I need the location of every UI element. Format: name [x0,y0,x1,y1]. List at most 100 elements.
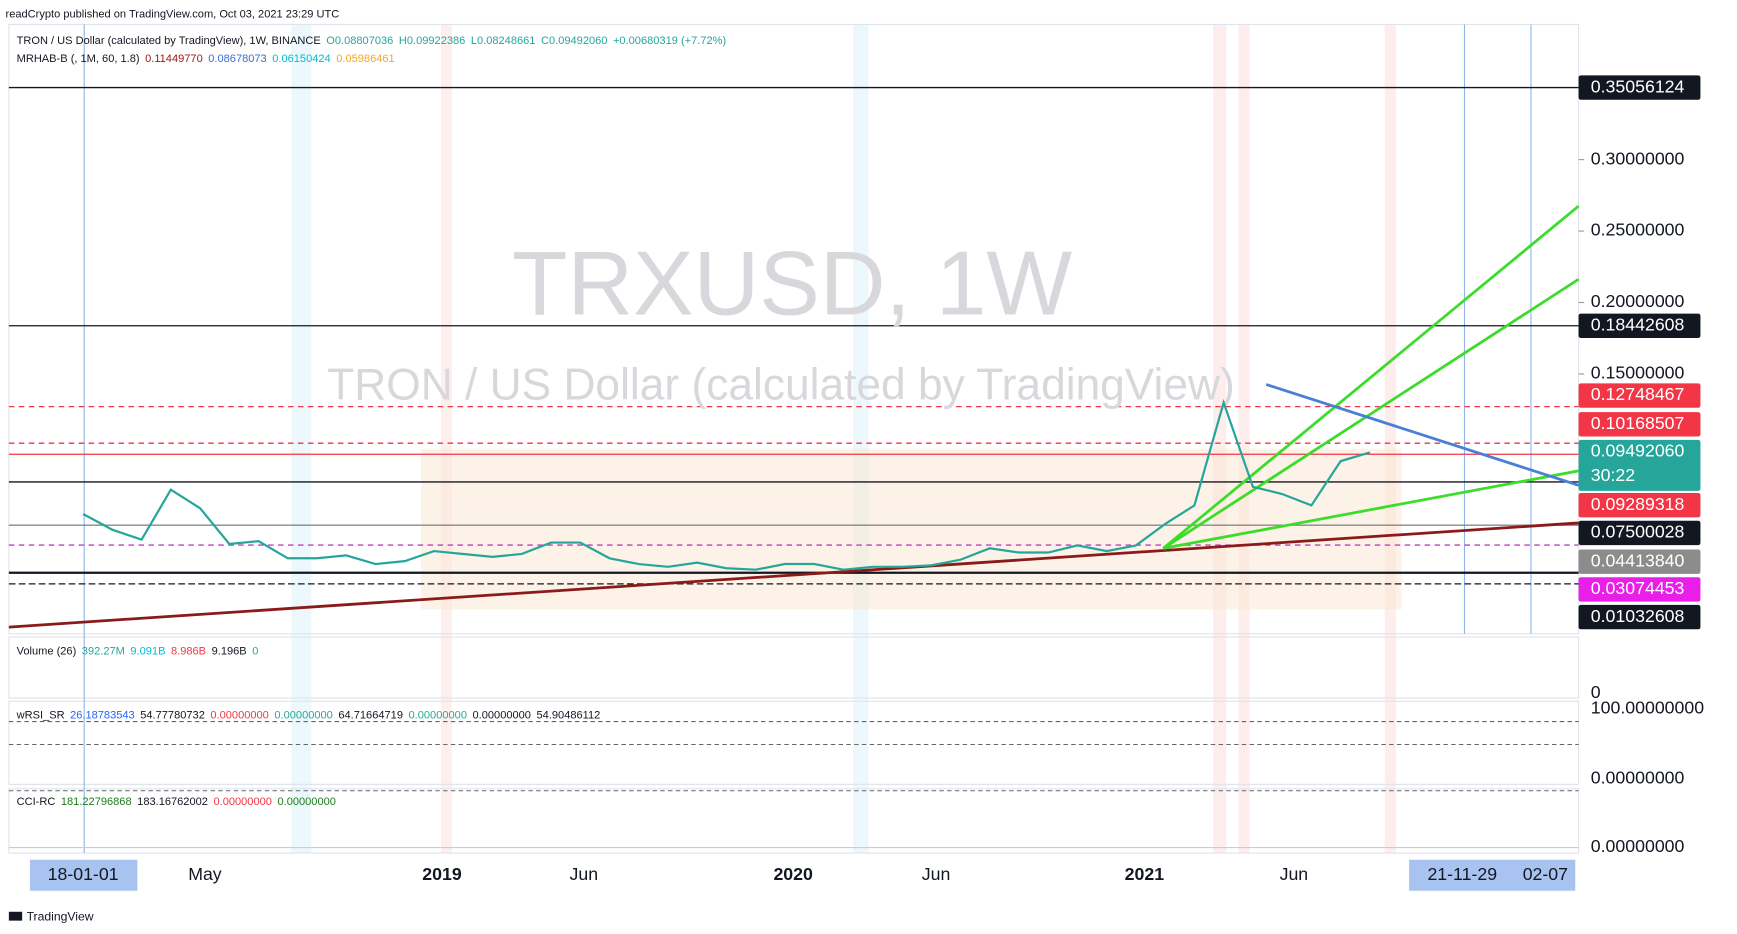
wrsi-pane [8,700,1580,785]
legend-item: 0.00000000 [409,710,467,722]
legend-item: 64.71664719 [338,710,403,722]
price-tag [1578,412,1701,437]
legend-item: C0.09492060 [541,35,607,47]
legend-item: MRHAB-B (, 1M, 60, 1.8) [17,53,140,65]
time-label: 2020 [773,864,813,884]
price-tag [1578,313,1701,338]
price-tag-label: 0.07500028 [1591,522,1685,542]
time-label: May [188,864,222,884]
watermark-symbol: TRXUSD, 1W [512,233,1072,334]
price-tag [1578,604,1701,630]
stripe [1384,24,1396,854]
price-tag [1578,75,1701,100]
legend-item: 0.06150424 [272,53,330,65]
legend-item: +0.00680319 (+7.72%) [613,35,726,47]
time-label: Jun [922,864,951,884]
legend-item: 0.08678073 [208,53,266,65]
legend-item: 181.22796868 [61,796,132,808]
time-label: 2021 [1125,864,1165,884]
legend-item: 9.091B [130,645,165,657]
stripe [852,24,869,854]
time-label: 21-11-29 [1427,864,1497,884]
stripe [1238,24,1250,854]
time-label: 02-07 [1523,864,1568,884]
vertical-lines [83,24,1532,854]
cci-axis-label: 0.00000000 [1591,836,1685,856]
footer-brand: TradingView [27,910,94,924]
legend-item: 392.27M [82,645,125,657]
price-tag [1578,549,1701,574]
legend-row: TRON / US Dollar (calculated by TradingV… [17,35,727,47]
trend-line [1265,383,1580,487]
legend-row: CCI-RC 181.22796868 183.16762002 0.00000000… [17,796,336,808]
price-tag-label: 0.03074453 [1591,578,1685,598]
legend-item: 0 [252,645,258,657]
legend-item: 183.16762002 [137,796,208,808]
time-label: Jun [570,864,599,884]
price-tag [1578,383,1701,408]
legend-item: 54.90486112 [537,710,601,722]
legend-item: L0.08248661 [471,35,536,47]
legend-item: 0.11449770 [145,53,203,65]
price-tag [1578,493,1701,518]
price-tag-label: 0.35056124 [1591,76,1685,96]
legend-item: 9.196B [212,645,247,657]
publisher: readCrypto published on TradingView.com,… [6,8,340,20]
legend-row: Volume (26) 392.27M 9.091B 8.986B 9.196B 0 [17,645,259,657]
stripe [1213,24,1227,854]
price-tag-label: 0.09289318 [1591,494,1685,514]
legend-item: 26.18783543 [70,710,135,722]
legend-row: wRSI_SR 26.18783543 54.77780732 0.00000000 0… [16,710,601,722]
wrsi-axis-label: 100.00000000 [1591,698,1704,718]
price-tag [1578,520,1701,546]
trend-line [8,521,1579,629]
trend-line [1162,205,1580,550]
trend-lines [8,205,1580,629]
price-tag [1578,577,1701,602]
time-highlight [1409,859,1576,891]
legend-item: 0.05986461 [336,53,394,65]
time-label: 18-01-01 [48,864,119,884]
y-tick-label: 0.15000000 [1591,363,1685,383]
legend-item: 0.00000000 [210,710,268,722]
trend-line [1162,278,1580,550]
horizontal-levels [8,86,1579,585]
stripe [440,24,452,854]
countdown: 30:22 [1591,465,1635,485]
legend-item: 54.77780732 [140,710,205,722]
cci-pane [8,788,1580,854]
legend-item: 0.00000000 [274,710,332,722]
time-label: 2019 [422,864,462,884]
trend-line [1162,469,1579,550]
price-tag-label: 0.10168507 [1591,413,1685,433]
legend-item: 0.00000000 [473,710,531,722]
legend-item: wRSI_SR [16,710,65,722]
legend-item: 0.00000000 [277,796,335,808]
logo-mark [8,911,23,921]
band-area [420,448,1402,610]
stripe [291,24,312,854]
legend-item: CCI-RC [17,796,56,808]
y-tick-label: 0.25000000 [1591,220,1685,240]
price-tag-label: 0.09492060 [1591,441,1685,461]
legend-item: TRON / US Dollar (calculated by TradingV… [17,35,321,47]
time-highlight [29,859,138,891]
price-tag-label: 0.04413840 [1591,550,1685,570]
price-tag-label: 0.18442608 [1591,314,1685,334]
volume-pane [8,636,1580,699]
legend-item: 0.00000000 [213,796,271,808]
wrsi-axis-label: 0.00000000 [1591,768,1685,788]
time-label: Jun [1280,864,1309,884]
legend-item: Volume (26) [17,645,77,657]
y-tick-label: 0.20000000 [1591,291,1685,311]
legend-item: O0.08807036 [326,35,393,47]
price-tag-label: 0.12748467 [1591,384,1685,404]
legend-item: H0.09922386 [399,35,465,47]
watermark-description: TRON / US Dollar (calculated by TradingV… [327,360,1235,409]
legend-item: 8.986B [171,645,206,657]
session-stripes [291,24,1396,854]
price-tag [1578,439,1701,491]
y-tick-label: 0.30000000 [1591,148,1685,168]
